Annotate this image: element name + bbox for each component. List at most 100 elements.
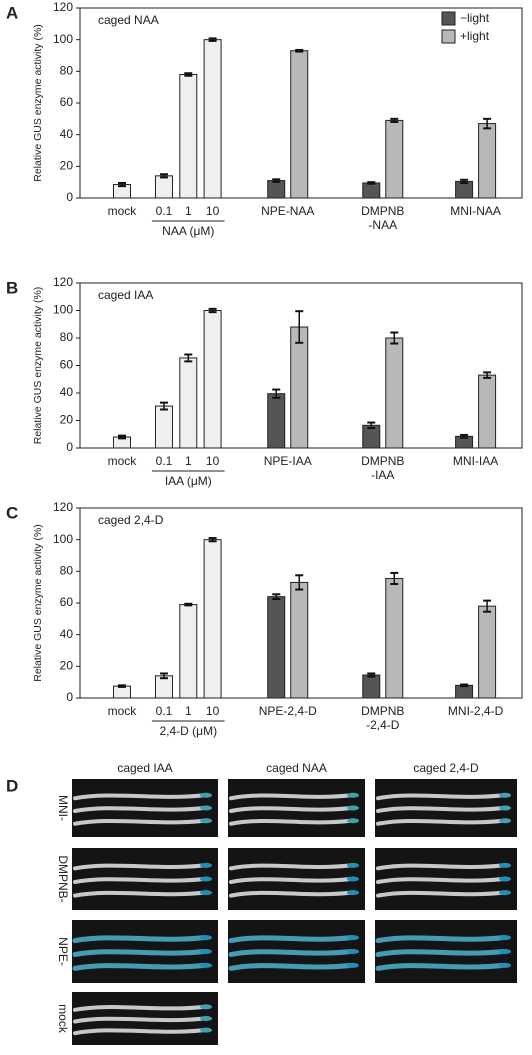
panel-label: C	[6, 503, 18, 522]
x-tick-label: DMPNB -IAA	[361, 454, 404, 482]
bar	[267, 596, 286, 699]
root	[72, 949, 207, 957]
chart-title: caged NAA	[98, 13, 159, 27]
x-tick-label: 1	[185, 454, 192, 468]
error-bar	[272, 388, 281, 399]
y-tick-label: 100	[53, 303, 73, 317]
y-tick-label: 60	[60, 95, 74, 109]
row-label: mock	[56, 1004, 70, 1034]
root	[73, 877, 206, 884]
root	[376, 793, 505, 801]
x-tick-label-line: -2,4-D	[366, 718, 400, 732]
x-tick-label: 0.1	[156, 454, 173, 468]
error-bar	[184, 72, 193, 77]
root	[229, 890, 353, 898]
bar	[154, 175, 173, 199]
root	[375, 962, 506, 971]
error-bar	[117, 181, 126, 188]
root	[72, 935, 207, 944]
root-tip	[200, 962, 212, 968]
root	[375, 935, 506, 944]
y-tick-label: 40	[60, 127, 74, 141]
x-tick-label: DMPNB -NAA	[361, 204, 404, 232]
column-header: caged 2,4-D	[413, 761, 479, 775]
root-tip	[200, 1027, 212, 1033]
root-tip	[200, 949, 212, 954]
bar	[385, 119, 404, 199]
y-tick-label: 120	[53, 500, 73, 514]
error-bar	[483, 599, 492, 613]
root-tip	[499, 890, 511, 896]
x-tick-label-line: -IAA	[371, 468, 394, 482]
bar	[455, 684, 474, 699]
column-header: caged NAA	[266, 761, 327, 775]
root	[229, 806, 353, 813]
photo	[72, 848, 218, 910]
x-tick-label: MNI-2,4-D	[448, 704, 504, 718]
root	[228, 935, 354, 944]
root	[376, 806, 505, 813]
error-bar	[272, 178, 281, 183]
error-bar	[184, 602, 193, 607]
root	[228, 949, 354, 957]
root-tip	[347, 805, 359, 811]
error-bar	[159, 401, 168, 411]
root	[229, 877, 353, 884]
bar	[478, 374, 497, 449]
x-tick-label: 10	[206, 204, 220, 218]
x-tick-label: NPE-2,4-D	[259, 704, 317, 718]
error-bar	[208, 537, 217, 543]
root-tip	[200, 818, 212, 824]
root-tip	[200, 792, 212, 798]
x-tick-label-line: DMPNB	[361, 454, 404, 468]
root-tip	[347, 949, 359, 954]
group-label: NAA (μM)	[162, 224, 214, 238]
root-tip	[347, 962, 359, 968]
y-tick-label: 0	[66, 690, 73, 704]
chart-title: caged 2,4-D	[98, 513, 164, 527]
bar	[362, 674, 381, 699]
group-label: IAA (μM)	[165, 474, 212, 488]
root	[73, 890, 206, 898]
root	[73, 1028, 206, 1036]
error-bar	[295, 48, 304, 53]
bar	[290, 326, 309, 449]
x-tick-label-line: -NAA	[368, 218, 397, 232]
root-tip	[347, 876, 359, 882]
error-bar	[208, 37, 217, 42]
error-bar	[483, 371, 492, 379]
error-bar	[483, 117, 492, 130]
photo	[228, 779, 365, 837]
error-bar	[295, 574, 304, 591]
bar	[267, 393, 286, 449]
photo	[72, 992, 218, 1045]
root	[375, 949, 506, 957]
bar	[179, 604, 198, 699]
root-tip	[347, 792, 359, 798]
error-bar	[367, 181, 376, 185]
y-axis-label: Relative GUS enzyme activity (%)	[32, 287, 44, 445]
panel-label: D	[6, 776, 18, 795]
error-bar	[390, 571, 399, 585]
x-tick-label: NPE-IAA	[264, 454, 312, 468]
photo	[72, 920, 218, 983]
root	[73, 1004, 206, 1012]
y-tick-label: 100	[53, 32, 73, 46]
bar	[203, 539, 222, 699]
root-tip	[499, 962, 511, 968]
row-label: NPE-	[56, 937, 70, 966]
bar	[478, 605, 497, 699]
y-tick-label: 80	[60, 330, 74, 344]
root	[376, 818, 505, 826]
error-bar	[295, 310, 304, 344]
x-tick-label: 0.1	[156, 204, 173, 218]
y-tick-label: 60	[60, 595, 74, 609]
error-bar	[159, 173, 168, 179]
root	[228, 962, 354, 971]
root-tip	[347, 862, 359, 868]
root-tip	[200, 1016, 212, 1021]
y-tick-label: 100	[53, 532, 73, 546]
x-tick-label: 1	[185, 204, 192, 218]
error-bar	[390, 331, 399, 345]
